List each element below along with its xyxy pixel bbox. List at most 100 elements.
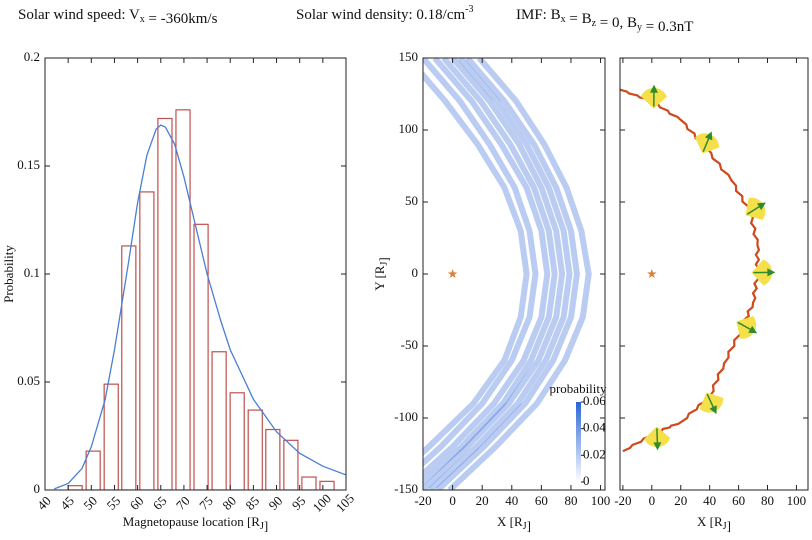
magnetopause-line: [620, 88, 761, 453]
bar: [247, 409, 263, 490]
text-part: ]: [264, 518, 268, 533]
bar: [211, 351, 227, 490]
x-tick-label: 100: [310, 491, 334, 515]
text-part: = B: [566, 11, 592, 27]
text-part: Solar wind density: 0.18/cm: [296, 7, 465, 23]
y-tick-label: 150: [399, 49, 419, 64]
density-trace: [447, 58, 592, 490]
x-tick-label: 55: [103, 493, 123, 513]
y-tick-label: 100: [399, 121, 419, 136]
arrow-shaft: [656, 428, 659, 445]
y-tick-label: 0.1: [24, 265, 40, 280]
x-tick-label: 0: [449, 493, 456, 508]
text-part: = 0, B: [596, 15, 637, 31]
text-part: ]: [376, 257, 391, 261]
arrow-head: [756, 202, 766, 211]
x-tick-label: 80: [219, 493, 239, 513]
arrow-shaft: [706, 393, 715, 410]
subscript: y: [637, 22, 642, 33]
spacecraft-marker: [644, 426, 671, 451]
subscript: J: [260, 521, 264, 532]
spacecraft-marker: [695, 131, 720, 154]
arrow-head: [748, 325, 758, 334]
y-tick-label: -100: [394, 409, 418, 424]
arrow-head: [704, 131, 713, 141]
bar: [103, 383, 119, 490]
planet-marker: [447, 269, 458, 278]
arrow-head: [709, 405, 717, 415]
x-tick-label: 40: [505, 493, 518, 508]
text-part: = 0.3nT: [642, 19, 693, 35]
x-tick-label: 45: [57, 493, 77, 513]
bar: [319, 480, 335, 490]
text-part: X [R: [497, 514, 523, 529]
superscript: -3: [465, 4, 473, 15]
y-tick-label: 0.05: [17, 373, 40, 388]
x-tick-label: 70: [173, 493, 193, 513]
x-tick-label: 90: [266, 493, 286, 513]
density-trace: [435, 58, 580, 490]
x-tick-label: 40: [703, 493, 716, 508]
x-tick-label: 105: [333, 491, 357, 515]
bar: [157, 117, 173, 490]
density-trace: [423, 58, 558, 486]
density-trace: [423, 70, 530, 457]
spacecraft-marker: [699, 392, 724, 415]
x-tick-label: 20: [476, 493, 489, 508]
plot-area: [423, 58, 592, 490]
y-axis-label: Probability: [1, 245, 16, 303]
bar: [283, 439, 299, 490]
header-density: Solar wind density: 0.18/cm-3: [296, 4, 474, 23]
arrow-head: [653, 442, 662, 451]
x-tick-label: 80: [564, 493, 577, 508]
x-tick-label: -20: [414, 493, 431, 508]
x-tick-label: 60: [732, 493, 745, 508]
text-part: ]: [527, 518, 531, 533]
x-tick-label: 65: [150, 493, 170, 513]
subscript: x: [561, 14, 566, 25]
density-trace: [423, 58, 539, 468]
bar: [175, 109, 191, 490]
x-tick-label: 20: [674, 493, 687, 508]
density-trace: [423, 58, 539, 468]
density-trace: [423, 58, 566, 490]
density-trace: [428, 58, 573, 490]
planet-marker: [647, 269, 657, 278]
bar: [121, 245, 137, 490]
header-imf: IMF: Bx = Bz = 0, By = 0.3nT: [516, 7, 693, 35]
text-part: = -360km/s: [145, 11, 218, 27]
bar: [193, 223, 209, 490]
y-tick-label: 0.2: [24, 49, 40, 64]
spacecraft-marker: [751, 259, 776, 286]
x-tick-label: 95: [289, 493, 309, 513]
arrow-shaft: [746, 205, 762, 215]
plot-frame: [619, 57, 809, 491]
text-part: IMF: B: [516, 7, 561, 23]
text-part: X [R: [697, 514, 723, 529]
spacecraft-marker: [640, 84, 667, 109]
density-trace: [428, 58, 573, 490]
arrow-shaft: [702, 136, 711, 152]
arrow-shaft: [737, 321, 753, 331]
x-tick-label: 50: [80, 493, 100, 513]
bar: [67, 485, 83, 490]
bar: [139, 191, 155, 490]
plot-area: [54, 109, 346, 490]
y-tick-label: -150: [394, 481, 418, 496]
x-tick-label: 80: [761, 493, 774, 508]
x-axis-label: X [RJ]: [697, 514, 731, 533]
x-tick-label: 100: [591, 493, 611, 508]
y-tick-label: 0.15: [17, 157, 40, 172]
text-part: Magnetopause location [R: [123, 514, 261, 529]
x-tick-label: 0: [649, 493, 656, 508]
x-tick-label: 60: [535, 493, 548, 508]
x-tick-label: 85: [242, 493, 262, 513]
x-axis-label: X [RJ]: [497, 514, 531, 533]
density-trace: [423, 58, 566, 490]
y-tick-label: 0: [412, 265, 419, 280]
bar: [85, 450, 101, 490]
subscript: J: [723, 521, 727, 532]
x-axis-label: Magnetopause location [RJ]: [123, 514, 268, 533]
